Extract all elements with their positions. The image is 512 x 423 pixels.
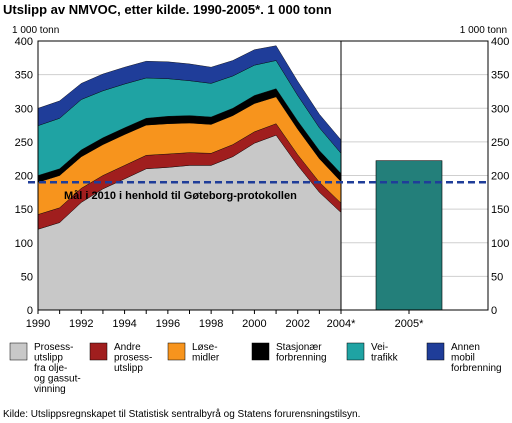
legend-label-line: Annen [451,342,480,353]
goal-line-label: Mål i 2010 i henhold til Gøteborg-protok… [64,190,297,202]
legend-label-line: Vei- [371,342,388,353]
legend-label-line: prosess- [114,353,152,364]
x-tick-label: 1990 [26,318,50,330]
right-unit-label: 1 000 tonn [460,25,507,36]
y-tick-label-right: 0 [491,305,497,317]
y-tick-label-right: 300 [491,103,509,115]
x-tick-label: 2000 [242,318,266,330]
legend-label-1: Prosess-utslipp fra olje-og gassut-vinnin… [34,342,81,395]
legend-swatch-5 [346,342,365,361]
y-tick-label-right: 150 [491,204,509,216]
x-tick-label: 1994 [112,318,136,330]
source-note: Kilde: Utslippsregnskapet til Statistisk… [3,408,360,420]
y-tick-label-left: 250 [15,137,33,149]
legend-label-line: Løse- [192,342,218,353]
legend-label-line: Prosess- [34,342,73,353]
x-tick-label: 1998 [199,318,223,330]
x-tick-label: 1992 [69,318,93,330]
legend-label-line: forbrenning [276,353,327,364]
legend-swatch-3 [167,342,186,361]
y-tick-label-right: 250 [491,137,509,149]
legend-layer: Prosess-utslipp fra olje-og gassut-vinnin… [9,342,502,395]
legend-label-line: mobil [451,353,475,364]
legend-swatch-6 [426,342,445,361]
legend-label-line: utslipp [34,353,63,364]
legend-swatch-1 [9,342,28,361]
legend-label-line: vinning [34,384,66,395]
chart-title: Utslipp av NMVOC, etter kilde. 1990-2005… [3,2,332,17]
legend-label-line: trafikk [371,353,399,364]
legend-label-line: Andre [114,342,141,353]
left-unit-label: 1 000 tonn [12,25,59,36]
goal-layer: Mål i 2010 i henhold til Gøteborg-protok… [28,180,488,202]
legend-label-4: Stasjonær forbrenning [276,342,327,364]
y-tick-label-right: 200 [491,171,509,183]
x-tick-label: 2002 [285,318,309,330]
y-tick-label-left: 50 [21,271,33,283]
x-tick-label: 1996 [156,318,180,330]
y-tick-label-left: 350 [15,70,33,82]
y-tick-label-left: 200 [15,171,33,183]
legend-label-3: Løse-midler [192,342,220,364]
y-tick-label-left: 150 [15,204,33,216]
y-tick-label-left: 0 [27,305,33,317]
y-tick-label-right: 50 [491,271,503,283]
y-tick-label-right: 100 [491,238,509,250]
legend-label-line: og gassut- [34,374,81,385]
plot-frame [37,40,489,311]
area-layer [37,45,342,311]
x-tick-label: 2004* [327,318,356,330]
legend-swatch-4 [251,342,270,361]
y-tick-label-left: 400 [15,36,33,48]
legend-label-line: forbrenning [451,363,502,374]
y-tick-label-left: 300 [15,103,33,115]
y-tick-label-right: 350 [491,70,509,82]
x-tick-label-2005: 2005* [395,318,424,330]
legend-label-line: fra olje- [34,363,67,374]
axis-layer: 0 0 50 50 100 100 150 150 200 200 250 250 300 300 350 3… [15,36,510,330]
legend-label-line: midler [192,353,220,364]
legend-swatch-2 [89,342,108,361]
legend-label-5: Vei-trafikk [371,342,399,364]
legend-label-6: Annen mobil forbrenning [451,342,502,374]
legend-label-line: utslipp [114,363,143,374]
y-tick-label-left: 100 [15,238,33,250]
legend-label-line: Stasjonær [276,342,322,353]
y-tick-label-right: 400 [491,36,509,48]
legend-label-2: Andre prosess-utslipp [114,342,152,374]
